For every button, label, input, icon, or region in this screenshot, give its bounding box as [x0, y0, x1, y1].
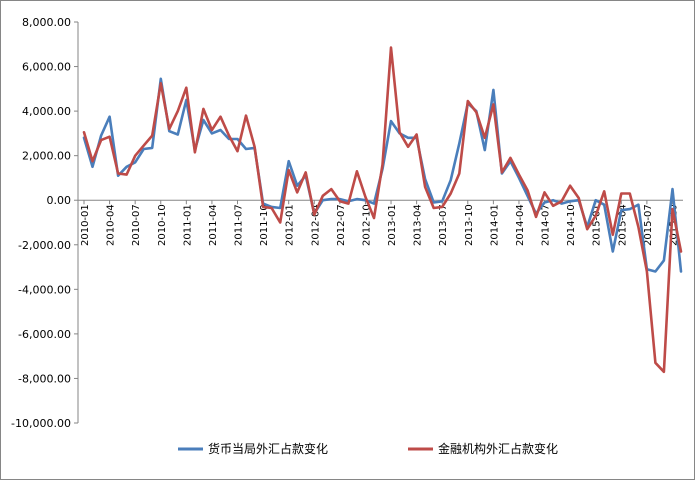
x-tick-label: 2012-01: [285, 204, 296, 246]
x-tick-label: 2015-04: [617, 204, 628, 246]
series-line-2: [82, 46, 683, 374]
legend-label-1: 货币当局外汇占款变化: [208, 441, 328, 456]
x-tick-label: 2010-01: [80, 204, 91, 246]
x-tick-label: 2010-04: [106, 204, 117, 246]
x-tick-label: 2015-10: [668, 204, 679, 246]
x-tick-label: 2013-10: [464, 204, 475, 246]
y-tick-labels: 8,000.00 6,000.00 4,000.00 2,000.00 0.00 -2,0…: [11, 16, 71, 430]
x-tick-label: 2014-01: [489, 204, 500, 246]
x-tick-label: 2010-07: [131, 204, 142, 246]
x-tick-label: 2012-07: [336, 204, 347, 246]
x-tick-labels: 2010-01 2010-04 2010-07 2010-10 2011-01 2011-…: [80, 204, 679, 246]
x-tick-label: 2015-07: [643, 204, 654, 246]
y-tick-label: -6,000.00: [18, 328, 71, 341]
x-tick-label: 2015-01: [592, 204, 603, 246]
x-tick-label: 2011-07: [234, 204, 245, 246]
y-tick-label: 6,000.00: [22, 61, 71, 74]
y-tick-label: 2,000.00: [22, 150, 71, 163]
legend-label-2: 金融机构外汇占款变化: [438, 441, 558, 456]
x-tick-label: 2011-10: [259, 204, 270, 246]
y-tick-label: 0.00: [47, 194, 72, 207]
y-tick-label: -4,000.00: [18, 283, 71, 296]
y-tick-label: -2,000.00: [18, 239, 71, 252]
x-tick-label: 2013-01: [387, 204, 398, 246]
x-tick-label: 2014-04: [515, 204, 526, 246]
x-tick-label: 2011-04: [208, 204, 219, 246]
x-tick-label: 2012-04: [310, 204, 321, 246]
series-lines: [82, 46, 683, 374]
legend: 货币当局外汇占款变化 金融机构外汇占款变化: [178, 441, 558, 456]
x-tick-label: 2014-07: [541, 204, 552, 246]
x-tick-label: 2014-10: [566, 204, 577, 246]
y-tick-label: -10,000.00: [11, 417, 71, 430]
x-tick-label: 2012-10: [361, 204, 372, 246]
x-tick-label: 2010-10: [157, 204, 168, 246]
y-tick-label: 4,000.00: [22, 105, 71, 118]
y-tick-label: 8,000.00: [22, 16, 71, 29]
x-tick-label: 2013-04: [413, 204, 424, 246]
x-tick-label: 2013-07: [438, 204, 449, 246]
y-tick-label: -8,000.00: [18, 372, 71, 385]
axes: [74, 21, 683, 424]
x-tick-label: 2011-01: [182, 204, 193, 246]
